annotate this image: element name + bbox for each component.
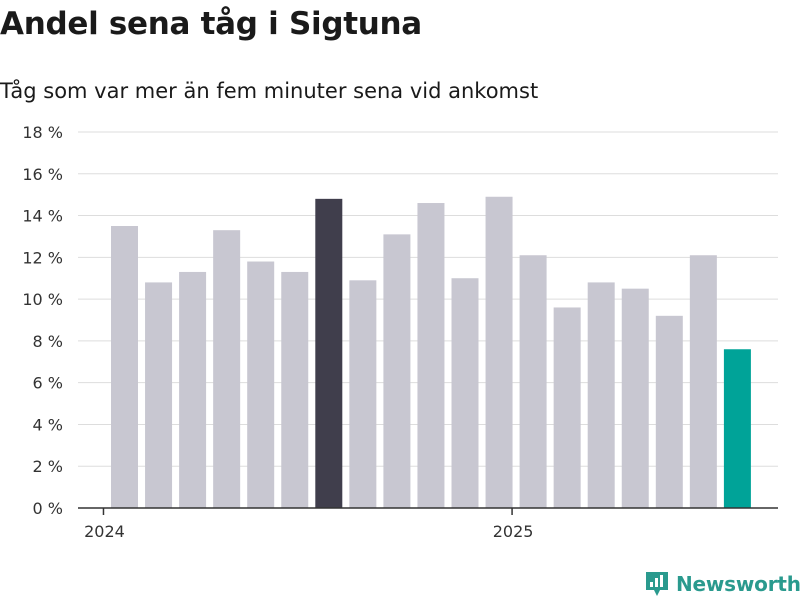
bar bbox=[145, 282, 173, 508]
y-tick-label: 16 % bbox=[22, 165, 63, 184]
bar bbox=[587, 282, 615, 508]
newsworthy-logo-icon bbox=[646, 572, 668, 596]
brand-logo: Newsworthy bbox=[644, 570, 800, 598]
bar bbox=[213, 230, 241, 508]
y-tick-label: 18 % bbox=[22, 123, 63, 142]
y-tick-label: 2 % bbox=[33, 457, 63, 476]
y-tick-label: 12 % bbox=[22, 248, 63, 267]
bar bbox=[655, 315, 683, 508]
x-tick-label: 2025 bbox=[493, 522, 534, 541]
bar bbox=[723, 349, 751, 508]
y-tick-label: 0 % bbox=[33, 499, 63, 518]
y-tick-label: 10 % bbox=[22, 290, 63, 309]
bar bbox=[383, 234, 411, 508]
bar bbox=[621, 288, 649, 508]
bar bbox=[349, 280, 377, 508]
chart-title: Andel sena tåg i Sigtuna bbox=[0, 6, 422, 42]
y-tick-label: 14 % bbox=[22, 207, 63, 226]
bar bbox=[485, 196, 513, 508]
x-tick-label: 2024 bbox=[84, 522, 125, 541]
bar bbox=[281, 271, 309, 508]
y-tick-label: 6 % bbox=[33, 374, 63, 393]
bar bbox=[179, 271, 207, 508]
chart-subtitle: Tåg som var mer än fem minuter sena vid … bbox=[0, 79, 539, 103]
brand-name: Newsworthy bbox=[676, 572, 800, 596]
bar bbox=[111, 226, 138, 508]
y-tick-label: 8 % bbox=[33, 332, 63, 351]
bar bbox=[315, 198, 343, 508]
bar bbox=[689, 255, 717, 508]
bar bbox=[451, 278, 479, 508]
y-tick-label: 4 % bbox=[33, 415, 63, 434]
bar bbox=[519, 255, 547, 508]
bar bbox=[553, 307, 581, 508]
bar bbox=[417, 203, 445, 508]
bar bbox=[247, 261, 275, 508]
